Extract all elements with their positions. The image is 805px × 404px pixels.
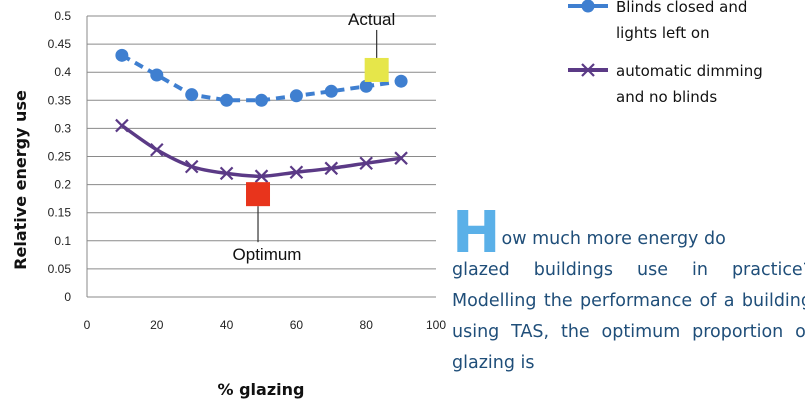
x-tick-label: 20 — [150, 318, 164, 332]
annotation-label: Actual — [348, 10, 395, 29]
series-1 — [115, 48, 408, 107]
legend-label: Blinds closed and — [616, 0, 747, 16]
x-tick-label: 40 — [220, 318, 234, 332]
y-tick-label: 0.15 — [48, 206, 72, 220]
data-point — [324, 84, 338, 98]
x-tick-label: 60 — [290, 318, 304, 332]
article-paragraph: H ow much more energy do glazed building… — [452, 210, 805, 379]
y-tick-label: 0.25 — [48, 150, 72, 164]
x-tick-label: 100 — [426, 318, 446, 332]
data-point — [220, 93, 234, 107]
data-point — [359, 79, 373, 93]
y-tick-label: 0.3 — [54, 121, 71, 135]
data-point — [255, 93, 268, 107]
x-tick-label: 80 — [360, 318, 374, 332]
annotation-marker — [364, 57, 389, 82]
annotation-label: Optimum — [233, 245, 302, 264]
drop-cap: H — [452, 210, 501, 266]
data-point — [184, 159, 199, 174]
article-first-line: ow much more energy do — [501, 229, 726, 249]
data-point — [324, 161, 339, 176]
y-tick-label: 0.05 — [48, 262, 72, 276]
y-tick-label: 0.5 — [54, 9, 71, 23]
legend-swatch-marker — [581, 0, 595, 13]
series-2 — [115, 118, 408, 183]
y-axis-ticks: 0 0.05 0.1 0.15 0.2 0.25 0.3 0.35 0.4 0.45 0.5 — [48, 9, 72, 304]
annotation-marker — [246, 182, 271, 207]
series-layer — [115, 48, 408, 183]
x-tick-label: 0 — [84, 318, 91, 332]
annotation-optimum: Optimum — [233, 182, 302, 264]
data-point — [115, 48, 129, 62]
legend: Blinds closed and lights left on automatic… — [568, 0, 763, 106]
y-tick-label: 0.4 — [54, 65, 71, 79]
y-tick-label: 0.35 — [48, 93, 72, 107]
legend-label: automatic dimming — [616, 62, 763, 80]
y-tick-label: 0.1 — [54, 234, 71, 248]
annotation-layer: Actual Optimum — [233, 10, 396, 264]
data-point — [394, 74, 408, 88]
data-point — [115, 118, 129, 133]
data-point — [219, 166, 234, 181]
x-axis-ticks: 0 20 40 60 80 100 — [84, 318, 447, 332]
series-line — [120, 124, 402, 178]
annotation-actual: Actual — [348, 10, 395, 82]
legend-item-1: Blinds closed and lights left on — [568, 0, 747, 42]
data-point — [150, 142, 164, 157]
data-point — [150, 68, 164, 82]
legend-label: lights left on — [616, 24, 710, 42]
legend-swatch-marker — [581, 63, 595, 77]
data-point — [289, 89, 303, 103]
data-point — [185, 88, 199, 102]
data-point — [394, 151, 408, 165]
article-body: glazed buildings use in practice? Modell… — [452, 260, 805, 373]
plot-area — [86, 16, 436, 298]
y-tick-label: 0.45 — [48, 37, 72, 51]
legend-label: and no blinds — [616, 88, 717, 106]
x-axis-title: % glazing — [218, 380, 305, 399]
data-point — [359, 156, 373, 171]
y-tick-label: 0.2 — [54, 178, 71, 192]
article-text: H ow much more energy do glazed building… — [452, 210, 805, 404]
y-tick-label: 0 — [64, 290, 71, 304]
series-line — [120, 53, 402, 103]
data-point — [289, 165, 304, 180]
legend-item-2: automatic dimming and no blinds — [568, 62, 763, 106]
data-point — [254, 169, 269, 183]
grid-lines — [87, 15, 436, 270]
y-axis-title: Relative energy use — [11, 90, 30, 270]
